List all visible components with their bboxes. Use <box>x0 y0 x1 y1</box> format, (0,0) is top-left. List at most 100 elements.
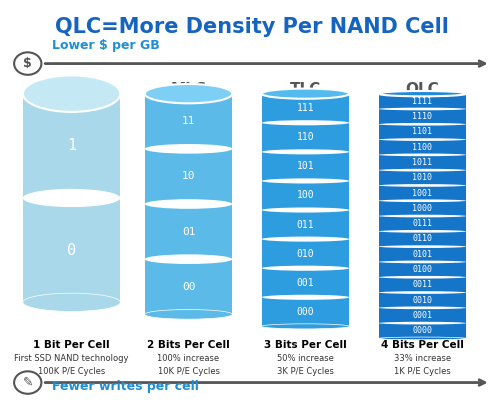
Ellipse shape <box>378 107 466 110</box>
FancyBboxPatch shape <box>262 297 350 326</box>
Ellipse shape <box>378 169 466 171</box>
Text: 101: 101 <box>296 161 314 171</box>
Text: 01: 01 <box>182 227 196 237</box>
Ellipse shape <box>262 324 350 329</box>
Text: 1111: 1111 <box>412 97 432 106</box>
Ellipse shape <box>262 149 350 154</box>
Text: QLC=More Density Per NAND Cell: QLC=More Density Per NAND Cell <box>55 17 449 38</box>
FancyBboxPatch shape <box>144 204 233 259</box>
Ellipse shape <box>23 189 120 207</box>
Text: 00: 00 <box>182 282 196 292</box>
FancyBboxPatch shape <box>262 268 350 297</box>
Text: 11: 11 <box>182 116 196 126</box>
Ellipse shape <box>144 255 233 264</box>
Text: 0000: 0000 <box>412 326 432 335</box>
Ellipse shape <box>378 276 466 279</box>
FancyBboxPatch shape <box>378 292 466 308</box>
FancyBboxPatch shape <box>378 262 466 277</box>
FancyBboxPatch shape <box>144 149 233 204</box>
FancyBboxPatch shape <box>378 231 466 246</box>
Text: First SSD NAND technology: First SSD NAND technology <box>14 354 129 364</box>
Text: 1110: 1110 <box>412 112 432 121</box>
FancyBboxPatch shape <box>378 109 466 124</box>
FancyBboxPatch shape <box>378 185 466 201</box>
Ellipse shape <box>378 138 466 141</box>
Ellipse shape <box>378 230 466 233</box>
Ellipse shape <box>378 200 466 202</box>
Text: 1001: 1001 <box>412 189 432 198</box>
Text: 10: 10 <box>182 171 196 181</box>
Text: 1: 1 <box>67 138 76 154</box>
Text: MLC: MLC <box>170 82 206 97</box>
Text: 0111: 0111 <box>412 219 432 228</box>
FancyBboxPatch shape <box>262 94 350 123</box>
FancyBboxPatch shape <box>144 259 233 314</box>
FancyBboxPatch shape <box>378 308 466 323</box>
Ellipse shape <box>378 245 466 248</box>
FancyBboxPatch shape <box>262 239 350 268</box>
Text: 1010: 1010 <box>412 173 432 182</box>
Ellipse shape <box>378 307 466 309</box>
Ellipse shape <box>378 322 466 324</box>
Ellipse shape <box>262 88 350 99</box>
Text: 10K P/E Cycles: 10K P/E Cycles <box>158 367 220 376</box>
Ellipse shape <box>23 76 120 112</box>
Text: 1000: 1000 <box>412 204 432 213</box>
Ellipse shape <box>378 291 466 294</box>
Text: 0011: 0011 <box>412 280 432 289</box>
Text: 50% increase: 50% increase <box>277 354 334 364</box>
Text: 100% increase: 100% increase <box>158 354 220 364</box>
Text: 011: 011 <box>296 219 314 229</box>
FancyBboxPatch shape <box>378 170 466 185</box>
Text: 4 Bits Per Cell: 4 Bits Per Cell <box>381 341 464 350</box>
Text: SLC: SLC <box>56 82 88 97</box>
Text: 1011: 1011 <box>412 158 432 167</box>
Text: 110: 110 <box>296 132 314 142</box>
Ellipse shape <box>378 215 466 217</box>
FancyBboxPatch shape <box>378 323 466 339</box>
Ellipse shape <box>144 144 233 154</box>
Text: 2 Bits Per Cell: 2 Bits Per Cell <box>147 341 230 350</box>
Text: 0010: 0010 <box>412 296 432 305</box>
Ellipse shape <box>262 120 350 125</box>
FancyBboxPatch shape <box>262 152 350 181</box>
FancyBboxPatch shape <box>378 155 466 170</box>
Text: 010: 010 <box>296 248 314 259</box>
Ellipse shape <box>144 84 233 103</box>
Ellipse shape <box>262 179 350 183</box>
Ellipse shape <box>144 309 233 319</box>
Ellipse shape <box>378 123 466 126</box>
FancyBboxPatch shape <box>23 198 120 302</box>
Text: ✎: ✎ <box>22 376 33 389</box>
FancyBboxPatch shape <box>262 123 350 152</box>
FancyBboxPatch shape <box>23 94 120 198</box>
FancyBboxPatch shape <box>378 124 466 139</box>
Ellipse shape <box>378 337 466 340</box>
Text: 1101: 1101 <box>412 127 432 137</box>
Text: 0101: 0101 <box>412 250 432 259</box>
Text: $: $ <box>24 57 32 70</box>
FancyBboxPatch shape <box>262 181 350 210</box>
Ellipse shape <box>378 154 466 156</box>
Ellipse shape <box>378 91 466 96</box>
Text: 0001: 0001 <box>412 311 432 320</box>
Ellipse shape <box>262 266 350 271</box>
Text: 3 Bits Per Cell: 3 Bits Per Cell <box>264 341 347 350</box>
Text: 111: 111 <box>296 103 314 113</box>
Text: QLC: QLC <box>406 82 439 97</box>
Text: 0110: 0110 <box>412 234 432 244</box>
Text: 1K P/E Cycles: 1K P/E Cycles <box>394 367 450 376</box>
FancyBboxPatch shape <box>144 94 233 149</box>
Text: 1100: 1100 <box>412 143 432 152</box>
Text: TLC: TLC <box>290 82 321 97</box>
Ellipse shape <box>262 295 350 300</box>
FancyBboxPatch shape <box>262 210 350 239</box>
Text: 1 Bit Per Cell: 1 Bit Per Cell <box>34 341 110 350</box>
Text: 001: 001 <box>296 278 314 288</box>
FancyBboxPatch shape <box>378 246 466 262</box>
FancyBboxPatch shape <box>378 277 466 292</box>
Text: 000: 000 <box>296 307 314 317</box>
Text: 100: 100 <box>296 190 314 200</box>
FancyBboxPatch shape <box>378 94 466 109</box>
Ellipse shape <box>144 199 233 209</box>
